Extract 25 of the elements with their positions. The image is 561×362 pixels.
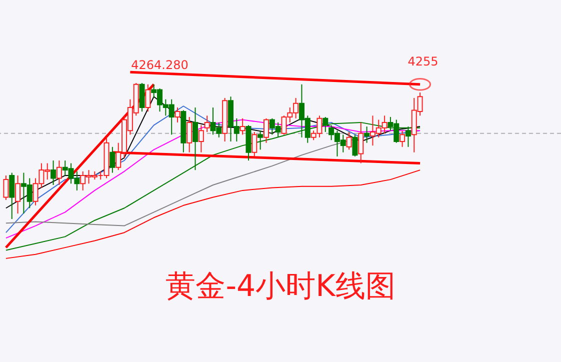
candlestick — [198, 124, 204, 153]
candlestick — [56, 160, 62, 186]
candlestick — [9, 172, 15, 220]
text: 4255 — [408, 54, 438, 69]
candlestick — [405, 126, 411, 148]
candlestick — [364, 126, 370, 144]
candlestick — [15, 174, 21, 214]
candlestick — [258, 130, 264, 150]
candlestick — [139, 82, 145, 112]
candlestick — [252, 131, 258, 157]
candlestick — [50, 160, 56, 186]
candlestick — [3, 174, 9, 200]
text: 4264.280 — [131, 58, 188, 72]
candlestick — [110, 146, 116, 174]
candlestick — [352, 134, 358, 157]
candlestick — [204, 115, 210, 132]
text: 黄金-4小时K线图 — [166, 269, 396, 304]
candlestick — [346, 131, 352, 150]
candlestick — [400, 130, 406, 148]
candlestick — [240, 118, 246, 136]
candlestick — [263, 118, 269, 144]
candlestick — [174, 106, 180, 123]
candlestick — [145, 84, 151, 112]
candlestick — [358, 122, 364, 164]
candlestick — [186, 116, 192, 153]
